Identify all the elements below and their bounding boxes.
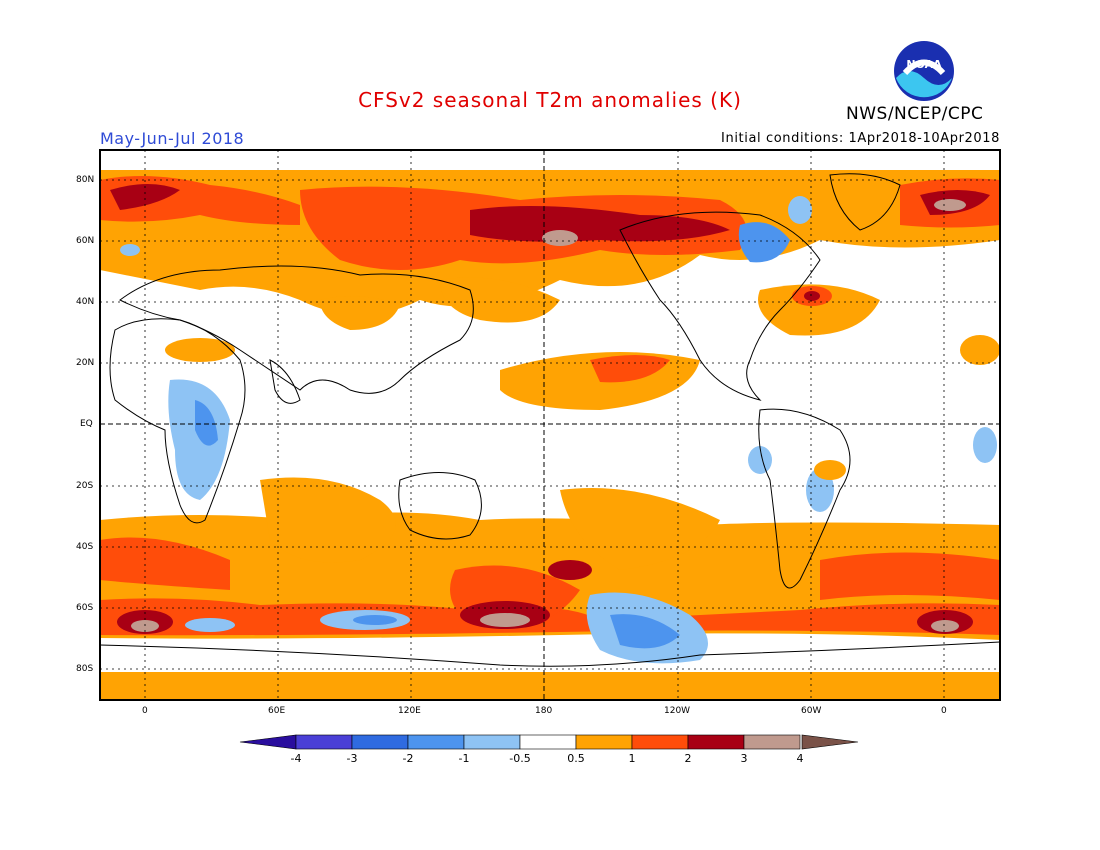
map-frame: [99, 149, 1001, 701]
lon-label: 60W: [801, 706, 822, 716]
colorbar-label: -3: [346, 752, 358, 765]
colorbar-segment: [631, 734, 689, 750]
map-title: CFSv2 seasonal T2m anomalies (K): [358, 88, 742, 112]
colorbar-segment: [575, 734, 633, 750]
graticule: [100, 150, 1000, 700]
colorbar-label: 3: [740, 752, 748, 765]
colorbar-label: -0.5: [509, 752, 531, 765]
lat-label: 80S: [76, 664, 94, 674]
colorbar-label: 1: [628, 752, 636, 765]
colorbar-label: 2: [684, 752, 692, 765]
lat-label: 40S: [76, 542, 94, 552]
lon-label: 60E: [268, 706, 286, 716]
lon-label: 0: [142, 706, 148, 716]
lon-label: 120E: [398, 706, 421, 716]
colorbar-arrow-left: [239, 734, 297, 750]
lat-label: 40N: [76, 297, 95, 307]
colorbar: [239, 734, 859, 750]
lon-label: 0: [941, 706, 947, 716]
colorbar-arrow-right: [801, 734, 859, 750]
lat-label: 60N: [76, 236, 95, 246]
anomaly-field: [100, 170, 1000, 700]
svg-text:NOAA: NOAA: [906, 58, 942, 71]
colorbar-label: -4: [290, 752, 302, 765]
colorbar-label: 0.5: [567, 752, 585, 765]
colorbar-segment: [351, 734, 409, 750]
colorbar-segment: [743, 734, 801, 750]
lon-label: 180: [535, 706, 553, 716]
period-label: May-Jun-Jul 2018: [100, 129, 245, 148]
colorbar-segment: [519, 734, 577, 750]
colorbar-segment: [687, 734, 745, 750]
colorbar-segment: [463, 734, 521, 750]
lat-label: 80N: [76, 175, 95, 185]
lat-label: 60S: [76, 603, 94, 613]
colorbar-segment: [295, 734, 353, 750]
lon-label: 120W: [664, 706, 691, 716]
colorbar-label: -2: [402, 752, 414, 765]
lat-label: 20S: [76, 481, 94, 491]
initial-conditions-label: Initial conditions: 1Apr2018-10Apr2018: [721, 131, 1000, 146]
coastlines: [100, 173, 1000, 667]
colorbar-segment: [407, 734, 465, 750]
reference-lines: [100, 150, 1000, 700]
agency-label: NWS/NCEP/CPC: [846, 104, 984, 124]
lat-label: 20N: [76, 358, 95, 368]
colorbar-label: -1: [458, 752, 470, 765]
noaa-logo: NOAA: [894, 41, 954, 101]
colorbar-label: 4: [796, 752, 804, 765]
lat-label: EQ: [80, 419, 93, 429]
